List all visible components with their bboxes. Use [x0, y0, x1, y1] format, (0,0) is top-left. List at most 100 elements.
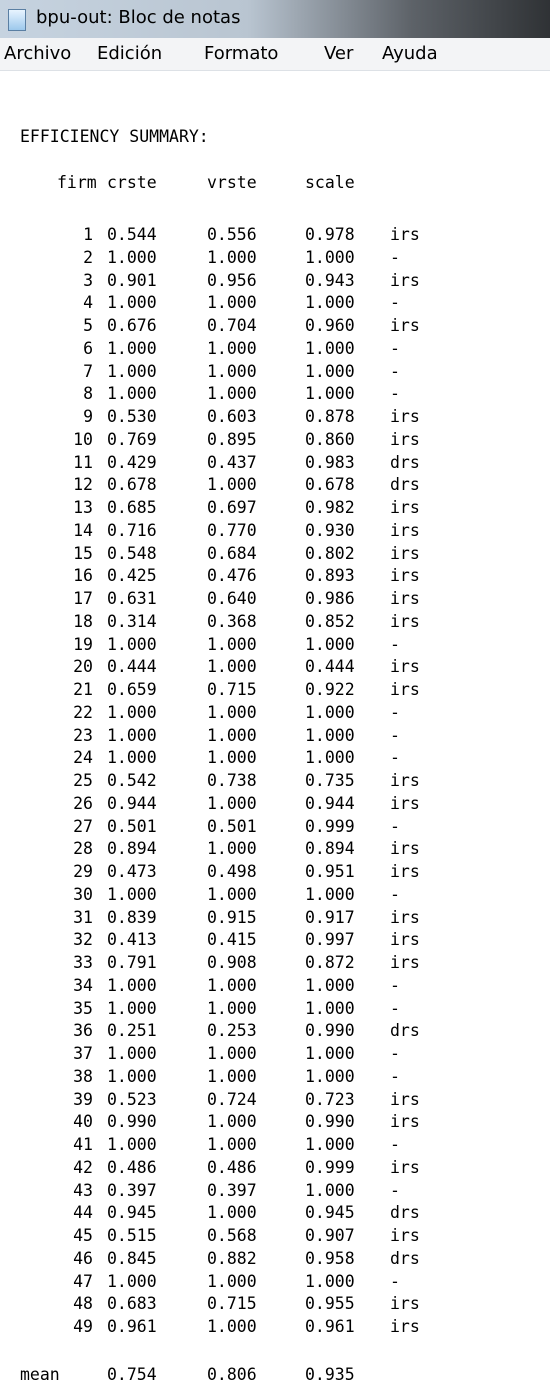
- cell-value: 0.901: [107, 270, 157, 290]
- cell-value: 0.983: [305, 452, 355, 472]
- returns-to-scale: irs: [390, 1226, 420, 1245]
- window-title: bpu-out: Bloc de notas: [36, 7, 241, 28]
- firm-number: 17: [73, 589, 93, 608]
- cell-value: 1.000: [207, 1066, 257, 1086]
- cell-value: 1.000: [107, 748, 157, 768]
- returns-to-scale: -: [390, 1066, 400, 1086]
- cell-value: 1.000: [107, 293, 157, 313]
- menu-item[interactable]: Edición: [97, 43, 163, 64]
- returns-to-scale: irs: [390, 930, 420, 950]
- cell-value: 1.000: [305, 998, 355, 1018]
- menu-item[interactable]: Formato: [204, 43, 279, 64]
- firm-number: 31: [73, 907, 93, 927]
- cell-value: 1.000: [207, 748, 257, 768]
- cell-value: 0.501: [207, 816, 257, 836]
- heading: EFFICIENCY SUMMARY:: [20, 127, 209, 146]
- cell-value: 0.397: [107, 1180, 157, 1200]
- returns-to-scale: irs: [390, 566, 420, 586]
- cell-value: 0.956: [207, 270, 257, 290]
- cell-value: 0.683: [107, 1294, 157, 1314]
- cell-value: 1.000: [305, 975, 355, 995]
- returns-to-scale: irs: [390, 1294, 420, 1314]
- returns-to-scale: irs: [390, 862, 420, 881]
- returns-to-scale: drs: [390, 475, 420, 495]
- column-header: firm: [57, 173, 97, 192]
- firm-number: 23: [73, 725, 93, 745]
- cell-value: 1.000: [107, 975, 157, 995]
- cell-value: 0.852: [305, 611, 355, 631]
- returns-to-scale: irs: [390, 1317, 420, 1336]
- menu-bar: Archivo Edición Formato Ver Ayuda: [0, 38, 550, 71]
- cell-value: 0.958: [305, 1248, 355, 1268]
- cell-value: 0.251: [107, 1021, 157, 1041]
- cell-value: 0.872: [305, 953, 355, 972]
- firm-number: 19: [73, 634, 93, 654]
- cell-value: 0.501: [107, 816, 157, 836]
- cell-value: 0.945: [305, 1203, 355, 1223]
- returns-to-scale: -: [390, 1180, 400, 1200]
- cell-value: 1.000: [207, 338, 257, 358]
- cell-value: 0.444: [305, 657, 355, 677]
- cell-value: 0.498: [207, 862, 257, 881]
- menu-item[interactable]: Archivo: [4, 43, 72, 64]
- cell-value: 0.944: [305, 793, 355, 813]
- cell-value: 0.961: [107, 1317, 157, 1336]
- cell-value: 1.000: [207, 657, 257, 677]
- cell-value: 0.978: [305, 225, 355, 244]
- cell-value: 1.000: [305, 1180, 355, 1200]
- returns-to-scale: -: [390, 361, 400, 381]
- cell-value: 0.486: [107, 1157, 157, 1177]
- cell-value: 0.945: [107, 1203, 157, 1223]
- menu-item[interactable]: Ver: [324, 43, 354, 64]
- returns-to-scale: irs: [390, 839, 420, 859]
- cell-value: 0.697: [207, 498, 257, 517]
- cell-value: 0.640: [207, 589, 257, 608]
- firm-number: 5: [83, 316, 93, 335]
- cell-value: 0.444: [107, 657, 157, 677]
- cell-value: 0.413: [107, 930, 157, 950]
- firm-number: 35: [73, 998, 93, 1018]
- cell-value: 1.000: [107, 884, 157, 904]
- mean-value: 0.754: [107, 1365, 157, 1384]
- cell-value: 0.659: [107, 680, 157, 699]
- cell-value: 0.684: [207, 543, 257, 563]
- cell-value: 0.999: [305, 1157, 355, 1177]
- cell-value: 0.961: [305, 1317, 355, 1336]
- column-header: scale: [305, 173, 355, 192]
- cell-value: 1.000: [305, 247, 355, 267]
- cell-value: 0.894: [305, 839, 355, 859]
- cell-value: 1.000: [107, 1066, 157, 1086]
- cell-value: 0.704: [207, 316, 257, 335]
- firm-number: 24: [73, 748, 93, 768]
- returns-to-scale: -: [390, 975, 400, 995]
- returns-to-scale: drs: [390, 452, 420, 472]
- firm-number: 47: [73, 1271, 93, 1291]
- cell-value: 0.882: [207, 1248, 257, 1268]
- cell-value: 0.544: [107, 225, 157, 244]
- cell-value: 0.922: [305, 680, 355, 699]
- cell-value: 0.917: [305, 907, 355, 927]
- returns-to-scale: -: [390, 338, 400, 358]
- cell-value: 0.990: [305, 1112, 355, 1132]
- returns-to-scale: irs: [390, 657, 420, 677]
- firm-number: 29: [73, 862, 93, 881]
- menu-item[interactable]: Ayuda: [382, 43, 438, 64]
- cell-value: 1.000: [207, 384, 257, 404]
- firm-number: 34: [73, 975, 93, 995]
- returns-to-scale: -: [390, 702, 400, 722]
- cell-value: 1.000: [305, 293, 355, 313]
- returns-to-scale: irs: [390, 1157, 420, 1177]
- cell-value: 0.415: [207, 930, 257, 950]
- returns-to-scale: -: [390, 1271, 400, 1291]
- cell-value: 0.515: [107, 1226, 157, 1245]
- returns-to-scale: irs: [390, 520, 420, 540]
- cell-value: 0.425: [107, 566, 157, 586]
- returns-to-scale: -: [390, 725, 400, 745]
- cell-value: 1.000: [207, 1271, 257, 1291]
- returns-to-scale: irs: [390, 1112, 420, 1132]
- firm-number: 10: [73, 429, 93, 449]
- cell-value: 0.791: [107, 953, 157, 972]
- cell-value: 1.000: [107, 702, 157, 722]
- cell-value: 0.476: [207, 566, 257, 586]
- firm-number: 6: [83, 338, 93, 358]
